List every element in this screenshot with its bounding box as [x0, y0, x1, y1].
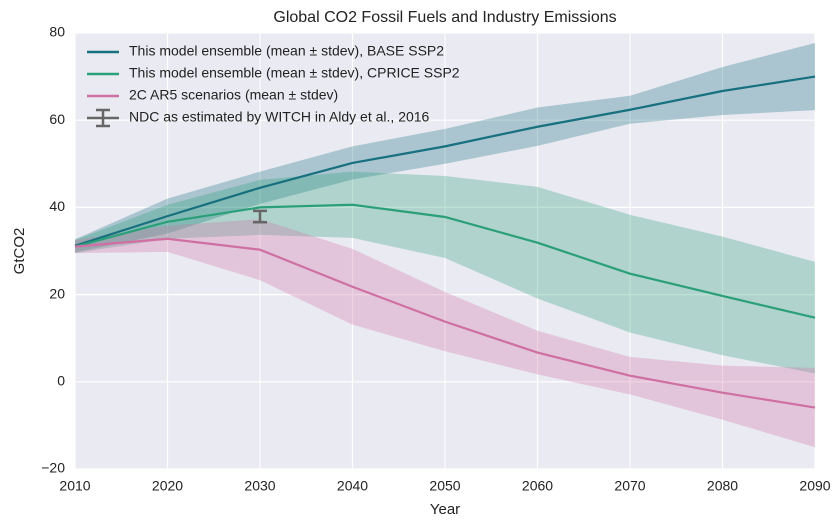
y-tick-label: −20: [41, 460, 65, 476]
y-tick-label: 40: [49, 198, 65, 214]
x-tick-label: 2070: [614, 478, 645, 494]
mean-line: [74, 237, 816, 409]
legend: This model ensemble (mean ± stdev), BASE…: [87, 43, 460, 128]
x-tick-label: 2020: [152, 478, 183, 494]
y-tick-label: 60: [49, 111, 65, 127]
error-bar: [253, 209, 267, 224]
x-tick-label: 2060: [522, 478, 553, 494]
x-tick-label: 2080: [707, 478, 738, 494]
legend-label: This model ensemble (mean ± stdev), BASE…: [129, 43, 444, 59]
stdev-band: [75, 219, 815, 448]
x-tick-label: 2030: [244, 478, 275, 494]
legend-label: This model ensemble (mean ± stdev), CPRI…: [129, 65, 460, 81]
x-tick-label: 2050: [429, 478, 460, 494]
y-tick-label: 20: [49, 285, 65, 301]
y-tick-label: 80: [49, 24, 65, 40]
x-tick-label: 2010: [59, 478, 90, 494]
mean-line: [74, 203, 816, 319]
chart-title: Global CO2 Fossil Fuels and Industry Emi…: [273, 9, 616, 26]
marks: [74, 43, 816, 448]
legend-label: 2C AR5 scenarios (mean ± stdev): [129, 87, 338, 103]
x-tick-label: 2040: [337, 478, 368, 494]
x-tick-label: 2090: [799, 478, 830, 494]
legend-label: NDC as estimated by WITCH in Aldy et al.…: [129, 109, 430, 125]
y-tick-label: 0: [57, 373, 65, 389]
stdev-band: [75, 43, 815, 253]
mean-line: [74, 75, 816, 247]
y-axis-label: GtCO2: [11, 228, 28, 275]
grid: [74, 32, 816, 470]
x-axis-label: Year: [430, 501, 460, 518]
